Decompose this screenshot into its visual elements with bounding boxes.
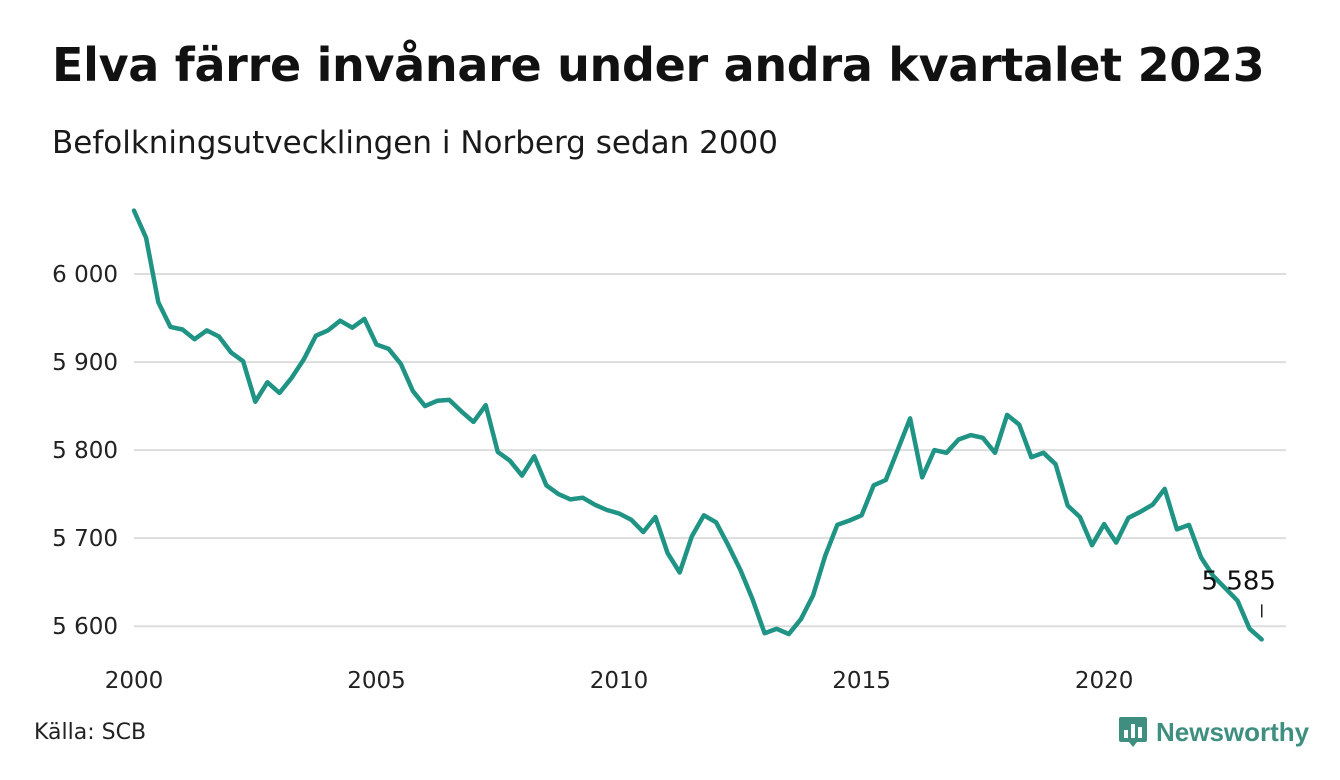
- series-line-population: [131, 208, 1264, 642]
- x-tick-label: 2000: [105, 668, 164, 694]
- y-tick-label: 5 800: [52, 438, 118, 464]
- y-tick-label: 5 600: [52, 614, 118, 640]
- newsworthy-logo-icon: [1119, 717, 1147, 747]
- chart-subtitle: Befolkningsutvecklingen i Norberg sedan …: [52, 125, 779, 161]
- x-tick-label: 2020: [1075, 668, 1134, 694]
- source-note: Källa: SCB: [34, 720, 147, 745]
- x-axis-tick-labels: 2000 2005 2010 2015 2020: [105, 668, 1134, 694]
- x-tick-label: 2005: [347, 668, 406, 694]
- chart-title: Elva färre invånare under andra kvartale…: [52, 38, 1265, 92]
- y-axis-tick-labels: 6 000 5 900 5 800 5 700 5 600: [52, 262, 118, 640]
- brand-logo: Newsworthy: [1118, 714, 1309, 750]
- y-tick-label: 6 000: [52, 262, 118, 288]
- grid-lines: [134, 273, 1286, 628]
- brand-name: Newsworthy: [1156, 716, 1310, 747]
- y-tick-label: 5 900: [52, 350, 118, 376]
- x-tick-label: 2015: [832, 668, 891, 694]
- x-tick-label: 2010: [590, 668, 649, 694]
- y-tick-label: 5 700: [52, 526, 118, 552]
- end-value-label: 5 585: [1202, 566, 1276, 596]
